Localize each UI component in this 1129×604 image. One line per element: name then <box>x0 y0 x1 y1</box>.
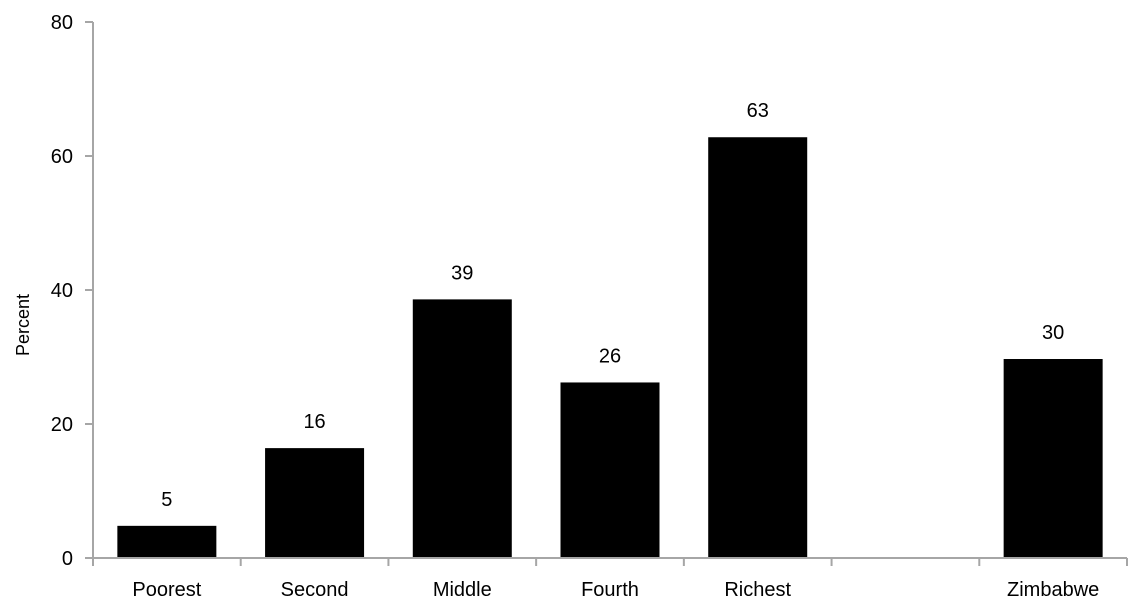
data-label: 5 <box>161 489 172 511</box>
data-label: 26 <box>599 345 621 367</box>
y-axis-ticks: 0 20 40 60 80 <box>51 12 93 570</box>
x-axis-ticks <box>92 558 1128 566</box>
x-tick-label: Richest <box>724 579 791 601</box>
bar-richest <box>708 137 808 559</box>
bar-poorest <box>117 525 217 558</box>
bar-zimbabwe <box>1003 359 1103 558</box>
x-axis-labels: Poorest Second Middle Fourth Richest Zimbabwe <box>132 579 1099 601</box>
y-tick-label: 80 <box>51 12 73 34</box>
x-tick-label: Poorest <box>132 579 201 601</box>
x-tick-label: Zimbabwe <box>1007 579 1099 601</box>
y-tick-label: 40 <box>51 280 73 302</box>
data-label: 63 <box>747 100 769 122</box>
x-tick-label: Middle <box>433 579 492 601</box>
data-label: 30 <box>1042 322 1064 344</box>
data-labels: 5 16 39 26 63 30 <box>161 100 1064 511</box>
y-tick-label: 60 <box>51 146 73 168</box>
bar-fourth <box>560 382 660 558</box>
bar-middle <box>412 299 512 558</box>
bars <box>117 137 1103 559</box>
bar-second <box>265 448 365 558</box>
x-tick-label: Fourth <box>581 579 639 601</box>
y-tick-label: 20 <box>51 414 73 436</box>
data-label: 39 <box>451 262 473 284</box>
y-tick-label: 0 <box>62 548 73 570</box>
y-axis-title: Percent <box>13 294 33 356</box>
data-label: 16 <box>303 411 325 433</box>
x-tick-label: Second <box>281 579 349 601</box>
